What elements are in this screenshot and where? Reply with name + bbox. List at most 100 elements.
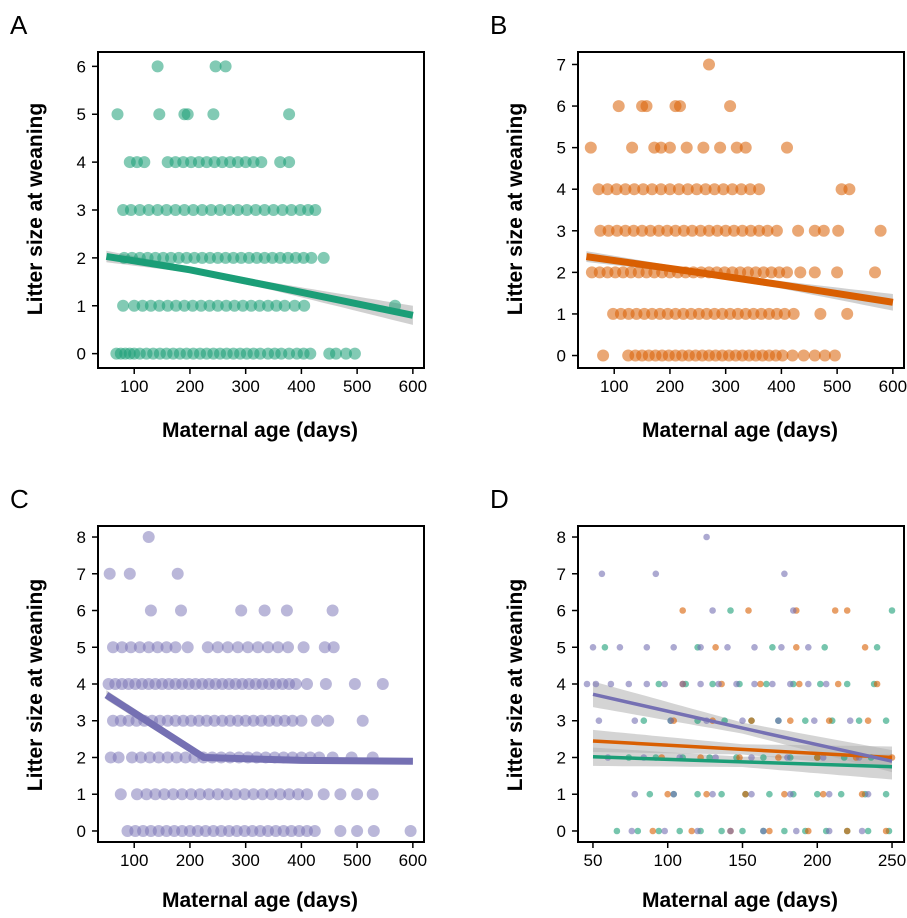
data-point <box>276 204 289 216</box>
data-point <box>203 299 216 312</box>
data-point <box>637 183 650 196</box>
data-point <box>194 788 206 801</box>
data-point <box>669 224 682 237</box>
data-point <box>699 183 712 196</box>
points-layer <box>583 533 896 835</box>
data-point <box>726 183 739 196</box>
data-point <box>787 680 794 688</box>
data-point <box>327 641 340 654</box>
data-point <box>211 641 224 654</box>
data-point <box>366 788 379 801</box>
data-point <box>153 108 166 121</box>
data-point <box>667 717 674 724</box>
points-layer <box>102 531 417 837</box>
data-point <box>694 224 707 237</box>
data-point <box>753 224 766 237</box>
data-point <box>308 825 321 837</box>
data-point <box>181 641 194 654</box>
y-tick-label: 0 <box>557 822 566 841</box>
data-point <box>348 347 361 360</box>
data-point <box>124 641 137 654</box>
data-point <box>694 827 701 835</box>
data-point <box>274 788 287 801</box>
data-point <box>170 751 183 764</box>
data-point <box>676 827 683 835</box>
data-point <box>727 607 734 614</box>
data-point <box>709 680 716 688</box>
data-point <box>627 224 640 237</box>
data-point <box>751 644 758 651</box>
data-point <box>612 100 625 113</box>
data-point <box>843 183 856 196</box>
data-point <box>718 827 725 835</box>
x-axis-title: Maternal age (days) <box>642 419 838 442</box>
data-point <box>619 224 632 237</box>
data-point <box>142 204 155 216</box>
data-point <box>733 680 740 688</box>
data-point <box>715 680 722 688</box>
data-point <box>144 299 157 312</box>
data-point <box>778 644 785 651</box>
data-point <box>283 108 296 121</box>
panel-a: A 100 200 300 400 500 600 0 1 2 3 4 5 6 Maternal age… <box>10 10 427 442</box>
data-point <box>161 299 174 312</box>
data-point <box>661 680 668 688</box>
data-point <box>134 751 147 764</box>
data-point <box>295 714 308 727</box>
panel-b: B 100 200 300 400 500 600 0 1 2 3 4 5 6 7 Maternal ag… <box>490 10 907 442</box>
data-point <box>781 790 788 798</box>
data-point <box>817 680 824 688</box>
data-point <box>367 825 380 837</box>
y-tick-label: 1 <box>557 785 566 804</box>
data-point <box>236 299 249 312</box>
data-point <box>229 788 242 801</box>
y-tick-label: 6 <box>557 602 566 621</box>
data-point <box>179 751 192 764</box>
data-point <box>805 644 812 651</box>
data-point <box>628 183 641 196</box>
data-point <box>714 141 727 154</box>
data-point <box>288 299 301 312</box>
data-point <box>280 604 293 617</box>
data-point <box>643 644 651 651</box>
data-point <box>674 100 686 113</box>
data-point <box>309 204 322 216</box>
data-point <box>805 680 812 688</box>
data-point <box>766 790 773 798</box>
y-tick-label: 0 <box>77 822 86 841</box>
data-point <box>195 299 208 312</box>
data-point <box>646 183 659 196</box>
data-point <box>679 607 686 614</box>
data-point <box>160 641 173 654</box>
data-point <box>652 224 665 237</box>
data-point <box>831 607 839 614</box>
data-point <box>825 790 833 798</box>
regression-line <box>105 252 414 319</box>
data-point <box>787 717 794 724</box>
data-point <box>832 224 845 237</box>
data-point <box>334 825 347 837</box>
data-point <box>340 347 352 360</box>
data-point <box>724 644 731 651</box>
data-point <box>888 607 896 614</box>
y-tick-label: 2 <box>77 748 86 767</box>
data-point <box>709 790 716 798</box>
x-tick-label: 50 <box>583 851 602 870</box>
data-point <box>330 347 342 360</box>
data-point <box>211 788 224 801</box>
data-point <box>808 266 821 279</box>
regression-line <box>104 692 413 765</box>
y-tick-label: 5 <box>557 638 566 657</box>
data-point <box>211 299 224 312</box>
data-point <box>649 827 657 835</box>
data-point <box>661 827 668 835</box>
data-point <box>136 299 149 312</box>
data-point <box>712 644 719 651</box>
y-tick-label: 7 <box>77 565 86 584</box>
data-point <box>822 680 830 688</box>
data-point <box>160 204 173 216</box>
data-point <box>123 567 136 580</box>
y-axis-title: Litter size at weaning <box>504 579 527 791</box>
data-point <box>724 100 737 113</box>
data-point <box>111 108 124 121</box>
